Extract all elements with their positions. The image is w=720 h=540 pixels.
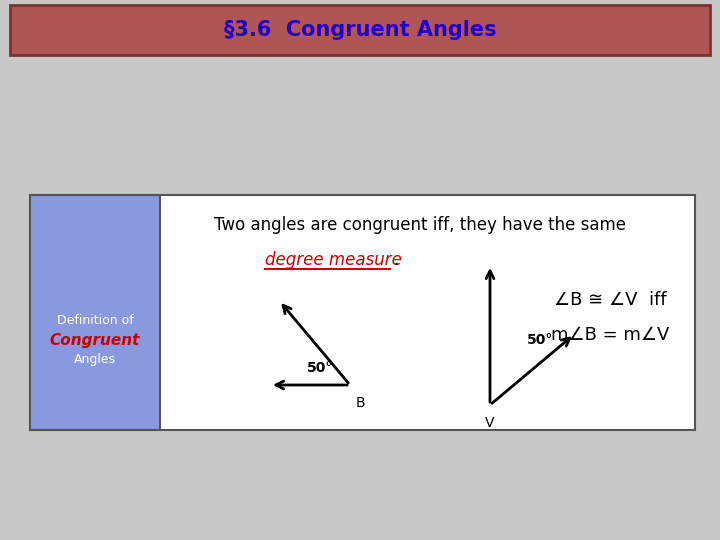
Bar [30,195,160,430]
Text: Two angles are congruent iff, they have the same: Two angles are congruent iff, they have … [214,216,626,234]
Bar [30,195,695,430]
Text: .: . [393,251,398,269]
Text: Definition of: Definition of [57,314,133,327]
Text: ∠B ≅ ∠V  iff: ∠B ≅ ∠V iff [554,291,666,309]
Text: B: B [355,396,365,410]
Text: Congruent: Congruent [50,333,140,348]
Text: 50°: 50° [307,361,333,375]
Text: 50°: 50° [527,333,553,347]
Text: §3.6  Congruent Angles: §3.6 Congruent Angles [224,20,496,40]
Text: Angles: Angles [74,354,116,367]
Text: m∠B = m∠V: m∠B = m∠V [551,326,669,344]
Bar [10,5,710,55]
Text: degree measure: degree measure [265,251,402,269]
Text: V: V [485,416,495,430]
